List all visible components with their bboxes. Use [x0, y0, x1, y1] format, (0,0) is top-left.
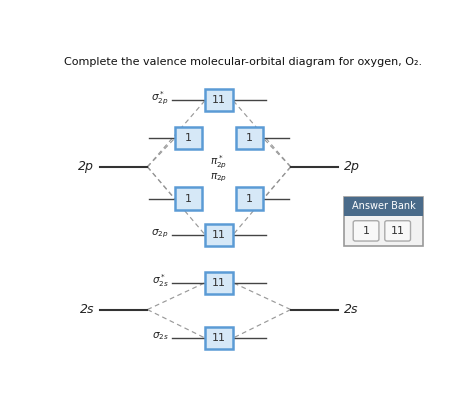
FancyBboxPatch shape [353, 221, 379, 241]
Text: $\pi_{2p}$: $\pi_{2p}$ [210, 171, 228, 184]
FancyBboxPatch shape [236, 187, 264, 210]
Text: $\sigma_{2s}$: $\sigma_{2s}$ [152, 331, 169, 342]
FancyBboxPatch shape [344, 197, 423, 215]
Text: 11: 11 [212, 230, 226, 240]
Text: 11: 11 [212, 333, 226, 343]
FancyBboxPatch shape [344, 197, 423, 246]
Text: 11: 11 [212, 278, 226, 288]
FancyBboxPatch shape [385, 221, 410, 241]
FancyBboxPatch shape [205, 89, 233, 111]
Text: Answer Bank: Answer Bank [352, 201, 415, 211]
Text: $\sigma^*_{2s}$: $\sigma^*_{2s}$ [152, 273, 169, 289]
Text: 1: 1 [246, 194, 253, 204]
Text: 2p: 2p [78, 160, 94, 173]
Text: 11: 11 [391, 226, 405, 236]
FancyBboxPatch shape [205, 224, 233, 246]
FancyBboxPatch shape [205, 327, 233, 349]
Text: 2p: 2p [344, 160, 360, 173]
Text: 2s: 2s [80, 303, 94, 316]
Text: 11: 11 [212, 95, 226, 105]
Text: 1: 1 [185, 194, 192, 204]
Text: $\sigma^*_{2p}$: $\sigma^*_{2p}$ [151, 90, 169, 107]
FancyBboxPatch shape [205, 272, 233, 294]
Text: 1: 1 [185, 133, 192, 143]
FancyBboxPatch shape [175, 187, 202, 210]
Text: 1: 1 [363, 226, 370, 236]
Text: $\sigma_{2p}$: $\sigma_{2p}$ [151, 227, 169, 240]
Text: 2s: 2s [344, 303, 358, 316]
Text: Complete the valence molecular-orbital diagram for oxygen, O₂.: Complete the valence molecular-orbital d… [64, 57, 422, 68]
Text: 1: 1 [246, 133, 253, 143]
FancyBboxPatch shape [236, 127, 264, 150]
Text: $\pi^*_{2p}$: $\pi^*_{2p}$ [210, 153, 228, 171]
FancyBboxPatch shape [175, 127, 202, 150]
